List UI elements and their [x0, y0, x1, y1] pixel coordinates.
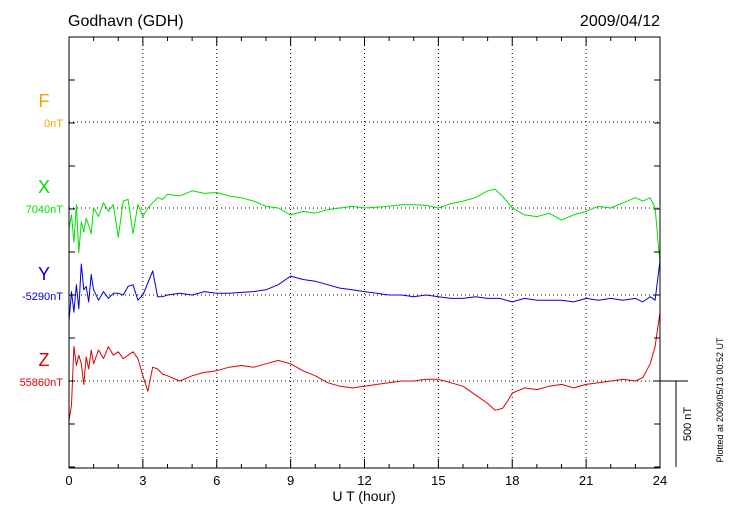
series-name-y: Y	[38, 264, 50, 284]
series-baseline-x: 7040nT	[26, 204, 64, 216]
x-tick-label: 3	[139, 473, 146, 488]
axis-ticks: 0 3 6 9 12 15 18 21 24	[65, 36, 667, 488]
series-line-y	[68, 260, 661, 321]
series-name-f: F	[39, 91, 50, 111]
station-title: Godhavn (GDH)	[68, 13, 184, 30]
x-tick-label: 9	[287, 473, 294, 488]
x-tick-label: 6	[213, 473, 220, 488]
series-name-z: Z	[39, 350, 50, 370]
series-baseline-f: 0nT	[44, 118, 63, 130]
series-lines	[68, 188, 661, 421]
x-tick-label: 21	[579, 473, 593, 488]
series-line-z	[68, 312, 661, 421]
component-labels: F 0nT X 7040nT Y -5290nT Z 55860nT	[20, 91, 64, 389]
plotted-at-note: Plotted at 2009/05/13 00:52 UT	[715, 337, 725, 463]
grid-lines	[69, 37, 660, 468]
x-axis-label: U T (hour)	[332, 488, 395, 504]
series-line-x	[68, 188, 661, 264]
x-tick-label: 18	[505, 473, 519, 488]
series-baseline-y: -5290nT	[22, 291, 63, 303]
series-baseline-z: 55860nT	[20, 377, 64, 389]
x-tick-label: 12	[357, 473, 371, 488]
scale-bar-label: 500 nT	[682, 407, 694, 442]
x-tick-label: 24	[653, 473, 667, 488]
date-label: 2009/04/12	[580, 13, 660, 30]
scale-bar: 500 nT	[660, 380, 694, 467]
x-tick-label: 0	[65, 473, 72, 488]
x-tick-label: 15	[431, 473, 445, 488]
series-name-x: X	[38, 177, 50, 197]
